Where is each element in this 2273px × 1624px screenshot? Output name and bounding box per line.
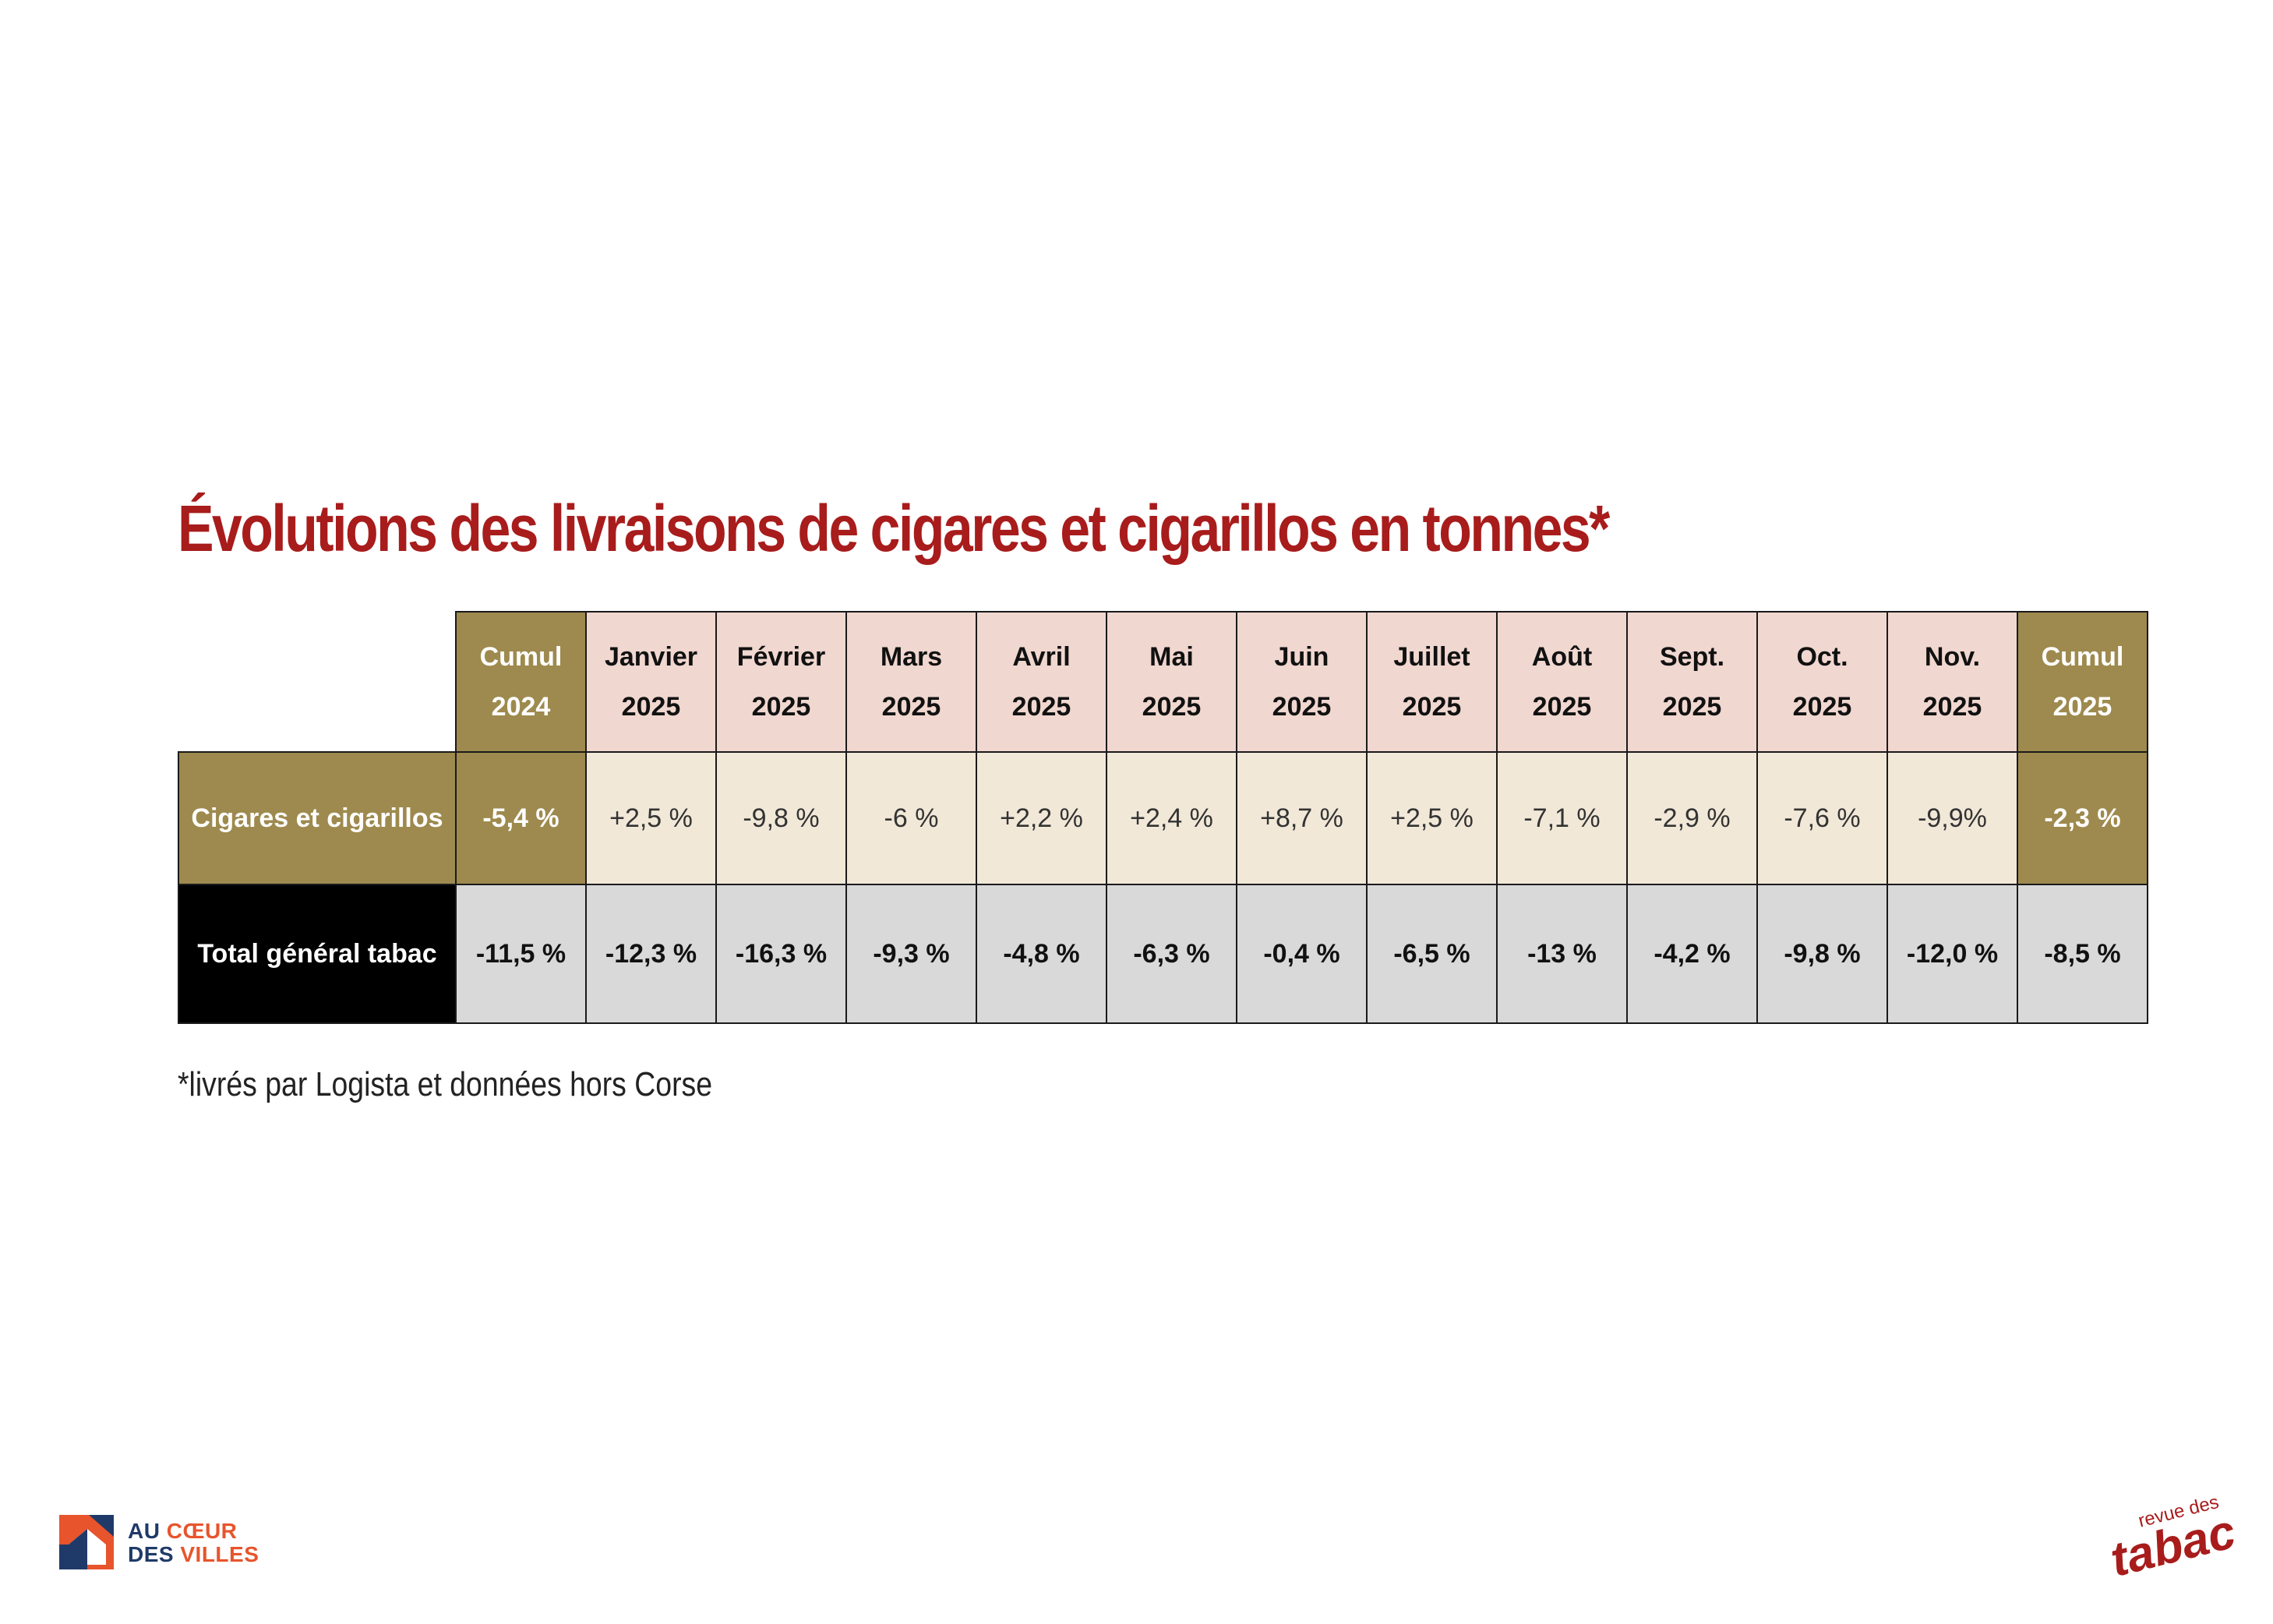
header-janvier: Janvier 2025: [585, 611, 717, 753]
logo-text: AU CŒUR DES VILLES: [128, 1520, 259, 1566]
header-label: Mai: [1149, 642, 1194, 672]
header-label: Février: [736, 642, 826, 672]
header-oct: Oct. 2025: [1756, 611, 1888, 753]
table-cell: -7,6 %: [1756, 751, 1888, 885]
header-year: 2025: [1272, 692, 1332, 722]
row-label-total: Total général tabac: [178, 884, 457, 1024]
house-logo-icon: [59, 1515, 114, 1569]
header-nov: Nov. 2025: [1887, 611, 2018, 753]
header-aout: Août 2025: [1496, 611, 1628, 753]
table-cell: -16,3 %: [715, 884, 847, 1024]
header-year: 2025: [1792, 692, 1852, 722]
footnote: *livrés par Logista et données hors Cors…: [178, 1065, 713, 1103]
header-avril: Avril 2025: [976, 611, 1107, 753]
table-cell: -9,8 %: [1756, 884, 1888, 1024]
table-cell: -11,5 %: [455, 884, 587, 1024]
header-label: Juin: [1274, 642, 1329, 672]
header-label: Cumul: [2041, 642, 2124, 672]
header-year: 2025: [1402, 692, 1462, 722]
table-cell: +2,4 %: [1106, 751, 1237, 885]
table-cell: +2,2 %: [976, 751, 1107, 885]
table-cell: -0,4 %: [1236, 884, 1368, 1024]
au-coeur-des-villes-logo: AU CŒUR DES VILLES: [58, 1513, 291, 1576]
header-juillet: Juillet 2025: [1366, 611, 1498, 753]
header-label: Cumul: [479, 642, 563, 672]
table-cell: -9,9%: [1887, 751, 2018, 885]
header-sept: Sept. 2025: [1626, 611, 1758, 753]
logo-text-au: AU: [128, 1519, 167, 1543]
header-mai: Mai 2025: [1106, 611, 1237, 753]
header-mars: Mars 2025: [845, 611, 977, 753]
header-label: Sept.: [1659, 642, 1725, 672]
header-year: 2025: [751, 692, 811, 722]
table-cell: -12,3 %: [585, 884, 717, 1024]
header-label: Août: [1531, 642, 1593, 672]
table-cell: -6,5 %: [1366, 884, 1498, 1024]
header-label: Mars: [880, 642, 943, 672]
table-cell: -13 %: [1496, 884, 1628, 1024]
header-cumul-2025: Cumul 2025: [2017, 611, 2148, 753]
header-year: 2025: [1662, 692, 1722, 722]
header-year: 2025: [881, 692, 941, 722]
header-year: 2025: [1142, 692, 1202, 722]
header-cumul-2024: Cumul 2024: [455, 611, 587, 753]
table-cell: -6 %: [845, 751, 977, 885]
header-year: 2025: [1922, 692, 1982, 722]
header-empty-corner: [178, 612, 456, 752]
table-cell: -6,3 %: [1106, 884, 1237, 1024]
header-juin: Juin 2025: [1236, 611, 1368, 753]
table-cell: -2,9 %: [1626, 751, 1758, 885]
table-cell: -12,0 %: [1887, 884, 2018, 1024]
header-label: Juillet: [1393, 642, 1470, 672]
table-cell: -9,8 %: [715, 751, 847, 885]
table-row-total: Total général tabac -11,5 % -12,3 % -16,…: [178, 884, 2148, 1024]
table-row-cigares: Cigares et cigarillos -5,4 % +2,5 % -9,8…: [178, 751, 2148, 885]
header-year: 2025: [1532, 692, 1592, 722]
page-title: Évolutions des livraisons de cigares et …: [178, 492, 1610, 565]
logo-text-coeur: CŒUR: [166, 1519, 238, 1543]
header-label: Avril: [1012, 642, 1071, 672]
logo-text-des: DES: [128, 1542, 181, 1566]
table-header-row: Cumul 2024 Janvier 2025 Février 2025 Mars 20…: [178, 611, 2148, 753]
row-label-cigares: Cigares et cigarillos: [178, 751, 457, 885]
table-cell: -7,1 %: [1496, 751, 1628, 885]
table-cell: -4,8 %: [976, 884, 1107, 1024]
logo-text-villes: VILLES: [180, 1542, 259, 1566]
table-cell: +2,5 %: [1366, 751, 1498, 885]
table-cell: -9,3 %: [845, 884, 977, 1024]
header-year: 2024: [491, 692, 551, 722]
revue-des-tabacs-logo: revue des tabacs: [2105, 1492, 2236, 1582]
header-year: 2025: [1011, 692, 1071, 722]
header-year: 2025: [2052, 692, 2112, 722]
header-label: Oct.: [1796, 642, 1848, 672]
table-cell: +2,5 %: [585, 751, 717, 885]
deliveries-table: Cumul 2024 Janvier 2025 Février 2025 Mars 20…: [178, 611, 2148, 1024]
header-year: 2025: [621, 692, 681, 722]
table-cell: -2,3 %: [2017, 751, 2148, 885]
header-fevrier: Février 2025: [715, 611, 847, 753]
header-label: Nov.: [1924, 642, 1981, 672]
header-label: Janvier: [604, 642, 698, 672]
table-cell: +8,7 %: [1236, 751, 1368, 885]
table-cell: -5,4 %: [455, 751, 587, 885]
table-cell: -4,2 %: [1626, 884, 1758, 1024]
table-cell: -8,5 %: [2017, 884, 2148, 1024]
